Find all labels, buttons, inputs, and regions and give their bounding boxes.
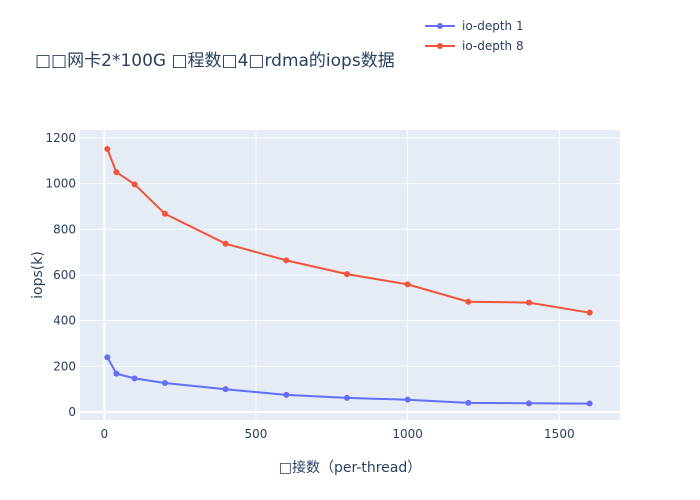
legend-marker [437, 23, 443, 29]
y-tick-label: 600 [53, 268, 76, 282]
chart-title: □□网卡2*100G □程数□4□rdma的iops数据 [35, 51, 395, 71]
x-axis-label: □接数（per-thread） [279, 459, 422, 476]
data-point[interactable] [113, 169, 120, 176]
data-point[interactable] [283, 257, 290, 264]
series-group [104, 145, 593, 407]
data-point[interactable] [465, 399, 472, 406]
data-point[interactable] [222, 240, 229, 247]
y-axis-label: iops(k) [30, 251, 46, 299]
y-tick-labels: 0 200 400 600 800 1000 1200 [45, 131, 76, 419]
data-point[interactable] [113, 370, 120, 377]
legend[interactable]: io-depth 1 io-depth 8 [425, 19, 524, 53]
data-point[interactable] [222, 386, 229, 393]
y-tick-label: 400 [53, 314, 76, 328]
data-point[interactable] [465, 298, 472, 305]
data-point[interactable] [343, 271, 350, 278]
data-point[interactable] [525, 400, 532, 407]
x-tick-labels: 0 500 1000 1500 [100, 427, 574, 441]
data-point[interactable] [161, 380, 168, 387]
y-tick-label: 200 [53, 359, 76, 373]
data-point[interactable] [343, 394, 350, 401]
legend-marker [437, 43, 443, 49]
x-tick-label: 500 [245, 427, 268, 441]
y-tick-label: 1200 [45, 131, 76, 145]
data-point[interactable] [104, 354, 111, 361]
data-point[interactable] [131, 375, 138, 382]
data-point[interactable] [586, 400, 593, 407]
data-point[interactable] [404, 396, 411, 403]
series-1 [104, 145, 593, 316]
legend-label: io-depth 1 [462, 19, 524, 33]
data-point[interactable] [131, 181, 138, 188]
y-tick-label: 1000 [45, 177, 76, 191]
data-point[interactable] [404, 281, 411, 288]
x-tick-label: 1500 [544, 427, 575, 441]
grid [80, 130, 620, 420]
x-tick-label: 1000 [392, 427, 423, 441]
legend-label: io-depth 8 [462, 39, 524, 53]
data-point[interactable] [104, 145, 111, 152]
data-point[interactable] [525, 299, 532, 306]
data-point[interactable] [283, 391, 290, 398]
legend-item[interactable]: io-depth 8 [425, 39, 524, 53]
y-tick-label: 0 [68, 405, 76, 419]
x-tick-label: 0 [100, 427, 108, 441]
data-point[interactable] [161, 210, 168, 217]
y-tick-label: 800 [53, 222, 76, 236]
legend-item[interactable]: io-depth 1 [425, 19, 524, 33]
series-0 [104, 354, 593, 407]
data-point[interactable] [586, 309, 593, 316]
